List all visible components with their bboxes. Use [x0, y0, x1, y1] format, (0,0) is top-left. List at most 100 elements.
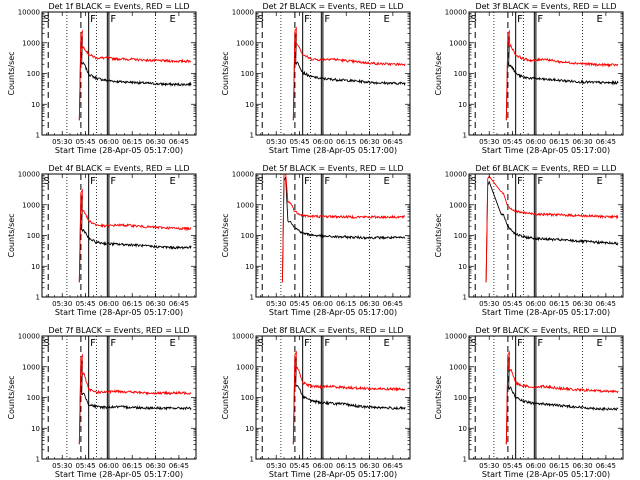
y-tick-label: 1	[250, 456, 254, 464]
x-axis-label: Start Time (28-Apr-05 05:17:00)	[55, 308, 183, 317]
lld-series-line	[292, 350, 406, 445]
events-series-line	[292, 33, 406, 121]
y-tick-label: 10000	[232, 171, 254, 179]
x-tick-label: 05:30	[266, 138, 286, 146]
y-tick-label: 1000	[22, 201, 40, 209]
x-tick-label: 06:30	[359, 462, 379, 470]
segment-label: S	[471, 14, 477, 25]
segment-label: F	[517, 14, 523, 25]
y-tick-label: 100	[27, 394, 40, 402]
x-tick-label: 05:45	[502, 462, 522, 470]
plot-area	[474, 12, 619, 135]
x-tick-label: 06:30	[572, 462, 592, 470]
x-tick-label: 06:30	[145, 462, 165, 470]
y-tick-label: 1	[463, 456, 467, 464]
lld-series-line	[78, 188, 192, 283]
y-axis-label: Counts/sec	[434, 375, 443, 419]
y-tick-label: 1000	[22, 363, 40, 371]
plot-area	[474, 174, 619, 297]
panel-title: Det 5f BLACK = Events, RED = LLD	[262, 164, 403, 173]
x-tick-label: 06:45	[169, 138, 189, 146]
x-tick-label: 05:30	[479, 138, 499, 146]
y-tick-label: 100	[241, 232, 254, 240]
segment-label: F	[90, 14, 96, 25]
x-tick-label: 06:00	[526, 462, 546, 470]
plot-area	[47, 12, 192, 135]
y-tick-label: 1000	[236, 39, 254, 47]
segment-label: F	[537, 14, 543, 25]
y-tick-label: 10000	[232, 333, 254, 341]
x-tick-label: 06:45	[383, 462, 403, 470]
x-tick-label: 06:00	[99, 138, 119, 146]
panel-title: Det 8f BLACK = Events, RED = LLD	[262, 326, 403, 335]
panel-title: Det 4f BLACK = Events, RED = LLD	[48, 164, 189, 173]
lld-series-line	[485, 175, 619, 283]
y-tick-label: 1	[250, 294, 254, 302]
segment-label: F	[304, 338, 310, 349]
y-tick-label: 100	[454, 70, 467, 78]
x-tick-label: 06:15	[122, 138, 142, 146]
x-tick-label: 06:00	[313, 300, 333, 308]
y-tick-label: 1000	[449, 363, 467, 371]
segment-label: S	[471, 338, 477, 349]
x-axis-label: Start Time (28-Apr-05 05:17:00)	[269, 146, 397, 155]
y-axis-label: Counts/sec	[434, 213, 443, 257]
x-tick-label: 06:15	[122, 300, 142, 308]
y-axis-label: Counts/sec	[434, 51, 443, 95]
x-tick-label: 05:30	[52, 462, 72, 470]
events-series-line	[78, 195, 192, 283]
events-series-line	[78, 360, 192, 445]
x-axis-label: Start Time (28-Apr-05 05:17:00)	[482, 470, 610, 479]
segment-label: F	[110, 14, 116, 25]
segment-label: F	[324, 338, 330, 349]
detector-panel-8: Det 8f BLACK = Events, RED = LLD 1 10 100 10…	[221, 326, 411, 479]
segment-label: S	[471, 176, 477, 187]
x-tick-label: 05:45	[75, 138, 95, 146]
segment-label: S	[258, 176, 264, 187]
segment-label: F	[90, 338, 96, 349]
detector-panel-2: Det 2f BLACK = Events, RED = LLD 1 10 100 10…	[221, 2, 411, 155]
x-tick-label: 06:45	[169, 300, 189, 308]
segment-label: F	[304, 176, 310, 187]
plot-frame	[41, 173, 197, 298]
x-tick-label: 05:30	[479, 300, 499, 308]
y-tick-label: 10000	[18, 333, 40, 341]
segment-label: F	[90, 176, 96, 187]
x-tick-label: 06:00	[99, 462, 119, 470]
segment-label: E	[597, 176, 603, 187]
y-tick-label: 10000	[445, 9, 467, 17]
y-tick-label: 1000	[236, 201, 254, 209]
x-tick-label: 06:30	[359, 300, 379, 308]
panel-title: Det 7f BLACK = Events, RED = LLD	[48, 326, 189, 335]
lld-series-line	[292, 26, 406, 121]
segment-label: F	[110, 176, 116, 187]
segment-label: F	[517, 176, 523, 187]
y-tick-label: 1	[250, 132, 254, 140]
y-tick-label: 1000	[449, 201, 467, 209]
y-tick-label: 1000	[449, 39, 467, 47]
y-tick-label: 10	[31, 101, 40, 109]
y-tick-label: 10000	[445, 171, 467, 179]
x-tick-label: 06:30	[572, 138, 592, 146]
y-tick-label: 10000	[18, 9, 40, 17]
plot-area	[47, 174, 192, 297]
y-tick-label: 100	[241, 394, 254, 402]
x-axis-label: Start Time (28-Apr-05 05:17:00)	[55, 146, 183, 155]
y-tick-label: 100	[241, 70, 254, 78]
segment-label: F	[324, 14, 330, 25]
events-series-line	[505, 36, 619, 121]
panel-title: Det 3f BLACK = Events, RED = LLD	[475, 2, 616, 11]
segment-label: E	[384, 176, 390, 187]
segment-label: F	[304, 14, 310, 25]
plot-area	[47, 336, 192, 459]
y-tick-label: 1	[36, 132, 40, 140]
x-axis-label: Start Time (28-Apr-05 05:17:00)	[55, 470, 183, 479]
x-tick-label: 05:45	[75, 462, 95, 470]
segment-label: E	[170, 176, 176, 187]
segment-label: F	[537, 176, 543, 187]
plot-area	[261, 336, 406, 459]
y-tick-label: 100	[27, 232, 40, 240]
detector-panel-4: Det 4f BLACK = Events, RED = LLD 1 10 100 10…	[7, 164, 197, 317]
events-series-line	[485, 180, 619, 283]
